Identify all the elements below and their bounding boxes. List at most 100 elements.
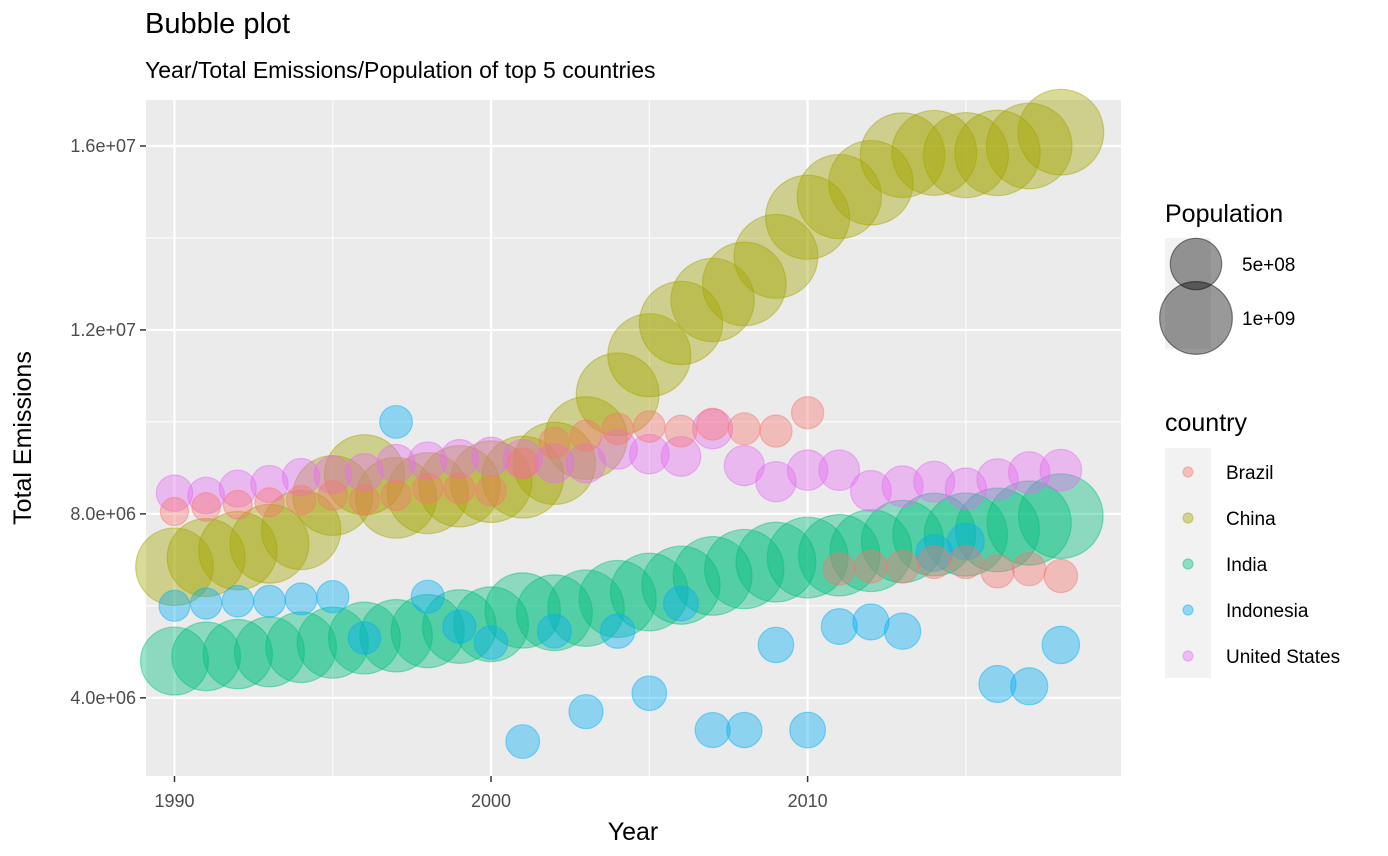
bubble-indonesia — [410, 579, 445, 614]
bubble-india — [704, 528, 785, 610]
bubble-united-states — [660, 435, 702, 477]
bubble-china — [1017, 88, 1105, 176]
bubble-india — [609, 552, 689, 632]
country-legend-label: India — [1226, 555, 1268, 576]
bubble-indonesia — [316, 579, 350, 614]
bubble-indonesia — [757, 626, 795, 664]
plot-panel — [146, 100, 1121, 776]
bubble-china — [512, 421, 597, 506]
bubble-india — [265, 611, 337, 684]
bubble-united-states — [597, 429, 638, 470]
bubble-china — [796, 153, 882, 240]
bubble-india — [547, 569, 625, 647]
bubble-united-states — [187, 476, 226, 515]
bubble-indonesia — [158, 589, 191, 622]
country-legend-key-bg — [1165, 448, 1211, 678]
bubble-indonesia — [442, 609, 477, 644]
bubble-brazil — [822, 552, 857, 586]
bubble-china — [670, 257, 755, 343]
bubble-china — [638, 280, 724, 366]
bubble-china — [575, 352, 660, 437]
bubble-brazil — [759, 414, 793, 448]
bubble-india — [578, 559, 657, 639]
bubble-china — [828, 139, 914, 226]
bubble-india — [139, 626, 210, 696]
country-legend-key — [1182, 650, 1194, 662]
bubble-united-states — [534, 443, 575, 484]
country-legend-key — [1182, 466, 1194, 478]
bubble-united-states — [692, 408, 734, 450]
bubble-india — [986, 480, 1072, 566]
bubble-united-states — [849, 469, 892, 512]
bubble-india — [672, 536, 753, 616]
bubble-china — [166, 517, 246, 598]
bubble-china — [292, 454, 374, 536]
bubble-united-states — [755, 460, 797, 503]
bubble-indonesia — [820, 607, 858, 646]
bubble-indonesia — [536, 613, 572, 649]
bubble-united-states — [408, 441, 448, 481]
country-legend-label: China — [1226, 509, 1276, 530]
bubble-united-states — [786, 449, 829, 491]
bubble-china — [954, 109, 1041, 197]
x-tick-label: 1990 — [154, 791, 194, 811]
bubble-brazil — [1043, 558, 1079, 594]
bubble-brazil — [254, 487, 285, 518]
x-axis-title: Year — [608, 818, 659, 846]
bubble-brazil — [348, 484, 380, 516]
bubble-united-states — [944, 467, 988, 510]
bubble-china — [323, 434, 406, 516]
major-gridlines — [146, 100, 1121, 776]
bubble-india — [798, 514, 881, 597]
bubble-india — [390, 594, 465, 669]
bubble-brazil — [222, 489, 253, 520]
bubble-brazil — [506, 447, 539, 480]
bubble-india — [829, 509, 913, 593]
y-axis-title: Total Emissions — [9, 351, 37, 525]
bubble-united-states — [1007, 451, 1051, 494]
bubble-united-states — [313, 455, 353, 495]
y-tick-label: 4.0e+06 — [70, 688, 136, 708]
bubble-china — [922, 112, 1010, 199]
bubble-india — [233, 616, 305, 688]
chart-title: Bubble plot — [145, 8, 290, 40]
bubble-brazil — [980, 554, 1015, 589]
bubble-united-states — [376, 443, 416, 483]
bubble-china — [544, 396, 628, 480]
bubble-china — [481, 435, 565, 519]
bubble-china — [985, 102, 1073, 190]
bubble-china — [229, 503, 310, 584]
bubble-indonesia — [568, 693, 604, 730]
bubble-indonesia — [978, 664, 1017, 704]
bubble-indonesia — [347, 621, 382, 655]
bubble-brazil — [159, 496, 190, 527]
country-legend-title: country — [1165, 409, 1247, 437]
bubble-india — [296, 606, 369, 679]
bubble-brazil — [917, 545, 952, 580]
minor-gridlines — [146, 100, 1121, 776]
bubble-united-states — [818, 449, 861, 492]
bubble-china — [355, 456, 437, 539]
bubble-china — [859, 112, 946, 199]
bubble-india — [484, 572, 561, 649]
bubble-indonesia — [379, 404, 414, 439]
bubble-indonesia — [662, 585, 699, 622]
bubble-china — [764, 174, 851, 260]
bubble-china — [733, 213, 819, 299]
bubble-india — [359, 598, 433, 673]
country-legend-key — [1182, 558, 1194, 570]
bubble-india — [202, 618, 274, 690]
bubble-brazil — [191, 492, 221, 522]
bubble-united-states — [439, 438, 480, 479]
bubble-india — [766, 516, 849, 599]
bubble-india — [923, 492, 1009, 577]
bubble-india — [327, 601, 401, 675]
bubble-china — [891, 109, 978, 196]
bubble-united-states — [471, 436, 511, 477]
bubble-united-states — [502, 438, 543, 479]
bubble-brazil — [727, 412, 761, 446]
bubble-china — [418, 445, 501, 528]
country-legend-label: United States — [1226, 647, 1340, 668]
bubble-indonesia — [221, 584, 255, 618]
